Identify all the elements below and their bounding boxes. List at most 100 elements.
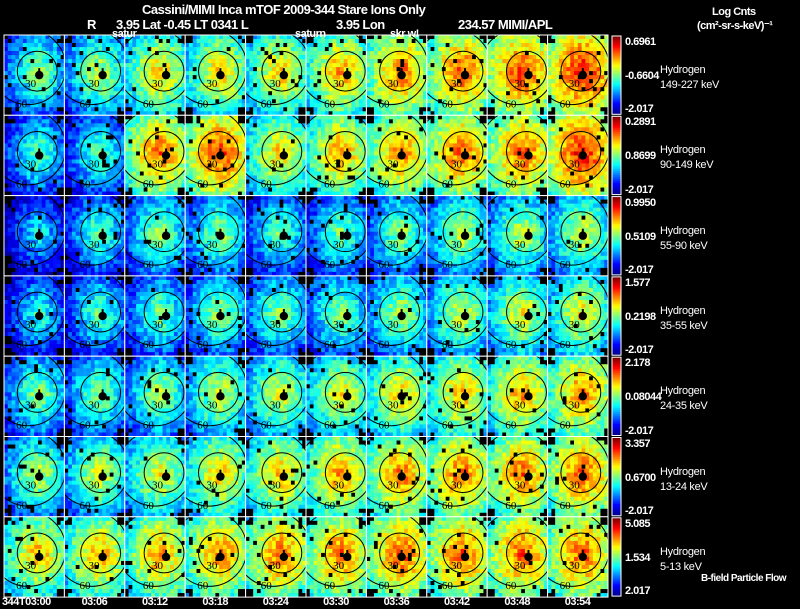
heatmap-cell	[192, 163, 197, 168]
heatmap-cell	[445, 79, 450, 84]
heatmap-cell	[37, 107, 43, 112]
heatmap-cell	[272, 91, 277, 96]
heatmap-cell	[56, 35, 61, 40]
contour-label-30: 30	[89, 78, 101, 90]
heatmap-cell	[192, 147, 197, 152]
heatmap-cell	[34, 67, 39, 72]
heatmap-cell	[404, 79, 409, 84]
heatmap-cell	[585, 75, 590, 80]
heatmap-cell	[249, 135, 254, 140]
heatmap-cell	[377, 35, 382, 40]
heatmap-cell	[585, 111, 590, 116]
heatmap-cell	[71, 183, 77, 188]
heatmap-cell	[64, 79, 69, 84]
contour-30	[80, 50, 122, 92]
heatmap-cell	[158, 139, 163, 144]
heatmap-cell	[136, 107, 141, 112]
heatmap-cell	[185, 55, 190, 60]
heatmap-cell	[83, 179, 88, 184]
heatmap-cell	[117, 87, 122, 92]
heatmap-cell	[517, 71, 522, 76]
heatmap-cell	[464, 83, 469, 88]
heatmap-cell	[279, 187, 284, 192]
heatmap-cell	[185, 187, 190, 192]
heatmap-cell	[381, 111, 386, 116]
heatmap-cell	[83, 63, 88, 68]
heatmap-cell	[238, 107, 243, 112]
heatmap-cell	[132, 151, 137, 156]
heatmap-cell	[339, 71, 345, 76]
heatmap-cell	[472, 55, 477, 60]
heatmap-cell	[173, 159, 178, 164]
heatmap-cell	[253, 35, 258, 40]
heatmap-cell	[272, 143, 277, 148]
heatmap-cell	[332, 51, 337, 56]
heatmap-cell	[283, 35, 288, 40]
heatmap-cell	[155, 99, 160, 104]
heatmap-cell	[109, 123, 114, 128]
heatmap-cell	[566, 43, 571, 48]
heatmap-cell	[547, 39, 552, 44]
heatmap-cell	[181, 151, 186, 156]
heatmap-cell	[30, 191, 35, 196]
heatmap-cell	[45, 183, 50, 188]
heatmap-cell	[37, 143, 43, 148]
heatmap-cell	[105, 123, 111, 128]
heatmap-cell	[87, 91, 92, 96]
heatmap-cell	[313, 87, 318, 92]
heatmap-cell	[155, 159, 160, 164]
heatmap-cell	[351, 103, 356, 108]
heatmap-cell	[396, 35, 401, 40]
heatmap-cell	[279, 39, 284, 44]
heatmap-cell	[79, 127, 84, 132]
heatmap-cell	[589, 107, 594, 112]
heatmap-cell	[151, 187, 156, 192]
heatmap-cell	[170, 183, 175, 188]
heatmap-cell	[460, 51, 465, 56]
heatmap-cell	[170, 175, 175, 180]
heatmap-cell	[426, 79, 431, 84]
heatmap-cell	[464, 103, 469, 108]
heatmap-cell	[275, 187, 280, 192]
heatmap-cell	[102, 187, 107, 192]
heatmap-cell	[64, 139, 69, 144]
heatmap-cell	[136, 115, 141, 120]
heatmap-cell	[275, 131, 280, 136]
heatmap-cell	[155, 143, 160, 148]
heatmap-cell	[75, 107, 80, 112]
heatmap-cell	[574, 103, 579, 108]
heatmap-cell	[109, 47, 114, 52]
heatmap-cell	[260, 91, 265, 96]
heatmap-cell	[26, 147, 31, 152]
heatmap-cell	[238, 59, 243, 64]
heatmap-cell	[155, 155, 160, 160]
units-title: Log Cnts	[712, 6, 756, 18]
heatmap-cell	[245, 147, 250, 152]
heatmap-cell	[498, 47, 503, 52]
heatmap-cell	[600, 55, 605, 60]
heatmap-cell	[294, 39, 299, 44]
heatmap-cell	[94, 127, 99, 132]
heatmap-cell	[200, 119, 205, 124]
heatmap-cell	[287, 71, 292, 76]
heatmap-cell	[264, 67, 269, 72]
heatmap-cell	[487, 39, 492, 44]
heatmap-cell	[219, 119, 224, 124]
heatmap-cell	[483, 75, 488, 80]
heatmap-cell	[596, 71, 601, 76]
heatmap-cell	[479, 51, 484, 56]
heatmap-cell	[547, 51, 552, 56]
heatmap-cell	[211, 103, 216, 108]
heatmap-cell	[105, 131, 111, 136]
heatmap-cell	[181, 55, 186, 60]
heatmap-cell	[30, 151, 35, 156]
heatmap-cell	[574, 47, 579, 52]
heatmap-cell	[596, 51, 601, 56]
heatmap-cell	[347, 87, 352, 92]
heatmap-cell	[264, 139, 269, 144]
heatmap-cell	[596, 43, 601, 48]
heatmap-cell	[441, 59, 446, 64]
heatmap-cell	[113, 71, 118, 76]
heatmap-cell	[241, 91, 246, 96]
